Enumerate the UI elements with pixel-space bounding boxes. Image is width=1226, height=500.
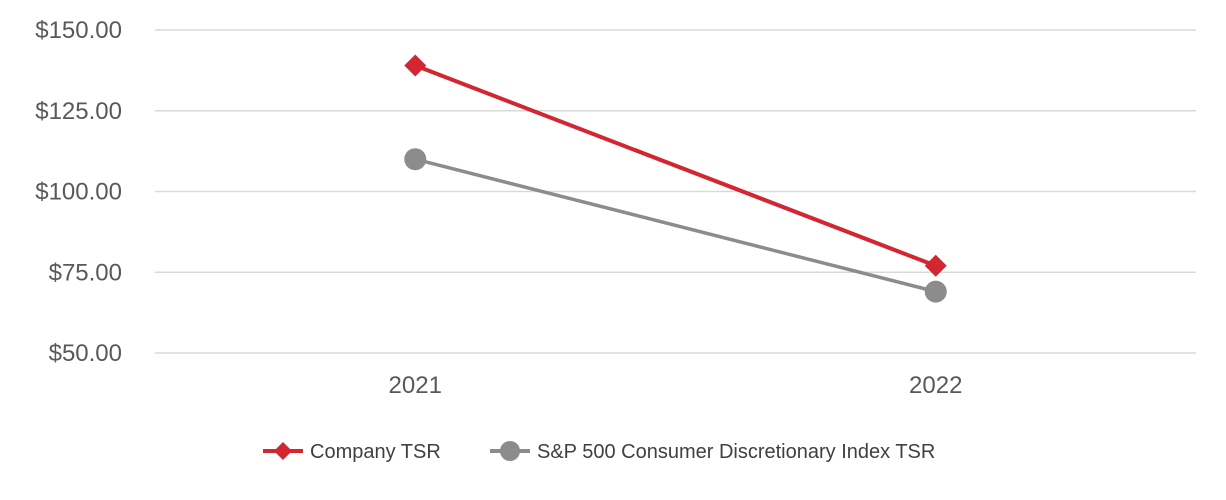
y-tick-label: $75.00 [49, 259, 122, 286]
legend-marker-circle [500, 441, 520, 461]
x-tick-label: 2022 [909, 372, 962, 399]
series-lines [404, 54, 947, 303]
data-point-sp500-index-tsr-2022 [924, 280, 947, 303]
y-tick-label: $150.00 [35, 17, 122, 44]
data-point-company-tsr-2021 [404, 54, 427, 77]
legend-item-sp500-index-tsr: S&P 500 Consumer Discretionary Index TSR [490, 441, 935, 463]
y-axis-tick-labels: $50.00 $75.00 $100.00 $125.00 $150.00 [35, 17, 122, 367]
x-tick-label: 2021 [389, 372, 442, 399]
gridlines [155, 29, 1196, 354]
legend-marker-diamond [274, 442, 292, 460]
y-tick-label: $50.00 [49, 340, 122, 367]
legend: Company TSR S&P 500 Consumer Discretionar… [263, 441, 935, 463]
legend-item-company-tsr: Company TSR [263, 441, 441, 463]
y-tick-label: $125.00 [35, 98, 122, 125]
series-line-sp500-index-tsr [414, 157, 937, 294]
legend-label: Company TSR [310, 441, 441, 463]
data-point-company-tsr-2022 [924, 254, 947, 277]
y-tick-label: $100.00 [35, 179, 122, 206]
series-line-company-tsr [414, 63, 937, 268]
legend-label: S&P 500 Consumer Discretionary Index TSR [537, 441, 935, 463]
data-point-sp500-index-tsr-2021 [404, 148, 427, 171]
x-axis-tick-labels: 2021 2022 [389, 372, 963, 399]
